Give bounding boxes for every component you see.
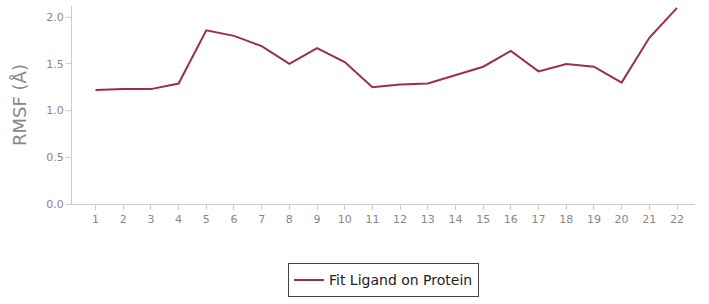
svg-text:0.5: 0.5 xyxy=(46,151,64,164)
svg-text:10: 10 xyxy=(338,213,352,226)
svg-text:1: 1 xyxy=(92,213,99,226)
svg-text:20: 20 xyxy=(615,213,629,226)
svg-text:3: 3 xyxy=(147,213,154,226)
svg-text:Fit Ligand on Protein: Fit Ligand on Protein xyxy=(329,272,472,288)
svg-text:2: 2 xyxy=(120,213,127,226)
svg-text:0.0: 0.0 xyxy=(46,198,64,211)
svg-text:22: 22 xyxy=(670,213,684,226)
svg-text:4: 4 xyxy=(175,213,182,226)
svg-text:8: 8 xyxy=(286,213,293,226)
svg-text:12: 12 xyxy=(393,213,407,226)
svg-text:17: 17 xyxy=(532,213,546,226)
svg-text:15: 15 xyxy=(476,213,490,226)
svg-text:1.0: 1.0 xyxy=(46,104,64,117)
svg-text:13: 13 xyxy=(421,213,435,226)
svg-text:21: 21 xyxy=(642,213,656,226)
svg-text:RMSF (Å): RMSF (Å) xyxy=(9,64,30,146)
svg-text:9: 9 xyxy=(314,213,321,226)
svg-text:1.5: 1.5 xyxy=(46,58,64,71)
svg-text:16: 16 xyxy=(504,213,518,226)
svg-text:5: 5 xyxy=(203,213,210,226)
svg-text:11: 11 xyxy=(365,213,379,226)
svg-text:14: 14 xyxy=(448,213,462,226)
svg-text:7: 7 xyxy=(258,213,265,226)
svg-text:2.0: 2.0 xyxy=(46,11,64,24)
svg-text:18: 18 xyxy=(559,213,573,226)
svg-text:19: 19 xyxy=(587,213,601,226)
svg-text:6: 6 xyxy=(230,213,237,226)
